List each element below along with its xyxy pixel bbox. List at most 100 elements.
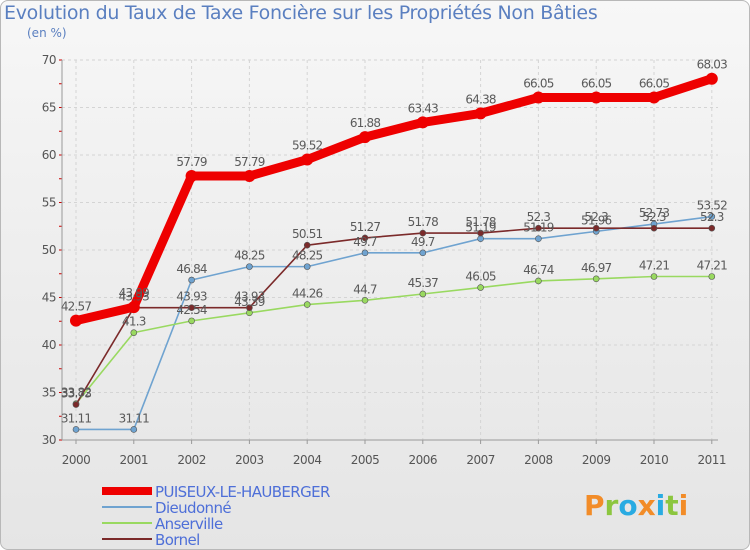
data-point-anserville (361, 297, 369, 304)
data-label-dieudonne: 51.19 (523, 221, 554, 235)
series-layer (70, 72, 718, 433)
data-label-bornel: 52.3 (527, 210, 551, 224)
data-label-anserville: 44.7 (353, 282, 377, 296)
data-point-bornel (303, 241, 311, 249)
logo-letter: i (655, 489, 666, 522)
x-tick-label: 2000 (62, 453, 91, 467)
data-point-puiseux-le-hauberger (301, 153, 314, 166)
data-point-bornel (477, 229, 484, 237)
legend-label-dieudonne: Dieudonné (155, 499, 232, 517)
data-point-dieudonne (303, 263, 311, 270)
data-label-puiseux-le-hauberger: 57.79 (234, 155, 265, 169)
x-tick-label: 2008 (524, 453, 553, 467)
data-point-anserville (477, 284, 484, 291)
series-line-bornel (75, 227, 713, 406)
series-line-puiseux-le-hauberger (71, 74, 717, 326)
data-point-dieudonne (708, 213, 716, 220)
data-label-dieudonne: 51.19 (465, 221, 496, 235)
data-label-anserville: 46.05 (465, 270, 496, 284)
y-tick-label: 70 (42, 53, 56, 67)
data-point-bornel (361, 234, 369, 242)
data-label-dieudonne: 48.25 (234, 249, 265, 263)
data-point-dieudonne (419, 249, 427, 257)
data-label-dieudonne: 48.25 (292, 249, 323, 263)
y-tick-label: 40 (42, 338, 56, 352)
x-tick-label: 2001 (120, 453, 149, 467)
logo-letter: P (584, 489, 605, 522)
legend-label-anserville: Anserville (155, 515, 223, 533)
data-label-dieudonne: 53.52 (697, 199, 728, 213)
y-tick-label: 60 (42, 148, 56, 162)
data-point-dieudonne (130, 426, 138, 433)
data-label-dieudonne: 31.11 (119, 411, 150, 425)
data-point-puiseux-le-hauberger (705, 72, 718, 85)
data-point-anserville (592, 275, 600, 283)
data-point-dieudonne (188, 276, 195, 284)
data-label-puiseux-le-hauberger: 57.79 (176, 155, 207, 169)
series-line-dieudonne (75, 215, 713, 431)
proxiti-logo: Proxiti (584, 489, 688, 522)
legend-item-bornel: Bornel (102, 531, 402, 549)
data-point-puiseux-le-hauberger (590, 91, 603, 104)
data-point-bornel (419, 229, 427, 237)
x-tick-label: 2005 (351, 453, 380, 467)
data-label-anserville: 47.21 (697, 259, 728, 273)
y-tick-label: 55 (42, 196, 56, 210)
x-tick-label: 2002 (177, 453, 206, 467)
data-label-puiseux-le-hauberger: 59.52 (292, 139, 323, 153)
data-point-puiseux-le-hauberger (70, 314, 82, 327)
data-point-bornel (188, 304, 195, 311)
legend-item-dieudonne: Dieudonné (102, 499, 402, 517)
data-point-dieudonne (246, 263, 253, 270)
data-label-anserville: 44.26 (292, 287, 323, 301)
x-tick-label: 2009 (582, 453, 611, 467)
data-label-puiseux-le-hauberger: 66.05 (581, 77, 612, 91)
data-point-puiseux-le-hauberger (359, 131, 371, 144)
x-tick-label: 2011 (698, 453, 727, 467)
data-label-dieudonne: 49.7 (353, 235, 377, 249)
data-point-bornel (592, 224, 600, 232)
grid-layer (62, 59, 718, 441)
data-label-puiseux-le-hauberger: 42.57 (61, 300, 92, 314)
data-label-puiseux-le-hauberger: 43.99 (119, 286, 150, 300)
logo-letter: o (618, 489, 638, 522)
data-label-dieudonne: 31.11 (61, 411, 92, 425)
data-point-puiseux-le-hauberger (648, 91, 660, 104)
data-point-anserville (130, 329, 138, 336)
data-point-puiseux-le-hauberger (474, 107, 487, 120)
unit-label: (en %) (27, 26, 67, 40)
data-label-bornel: 43.93 (234, 290, 265, 304)
series-line-anserville (75, 275, 713, 405)
data-point-dieudonne (535, 235, 542, 242)
data-point-anserville (650, 273, 658, 280)
data-point-anserville (535, 277, 542, 285)
legend-swatch-bornel (102, 538, 152, 540)
data-point-puiseux-le-hauberger (127, 301, 140, 314)
data-label-bornel: 33.73 (61, 387, 92, 401)
legend-swatch-puiseux (102, 487, 152, 495)
data-label-dieudonne: 46.84 (176, 262, 207, 276)
data-point-bornel (72, 401, 80, 408)
y-tick-label: 50 (42, 243, 56, 257)
data-point-dieudonne (477, 235, 484, 242)
data-label-dieudonne: 49.7 (411, 235, 435, 249)
data-label-anserville: 47.21 (639, 259, 670, 273)
legend-item-puiseux: PUISEUX-LE-HAUBERGER (102, 483, 402, 501)
legend-label-puiseux: PUISEUX-LE-HAUBERGER (155, 483, 330, 501)
data-point-puiseux-le-hauberger (416, 116, 429, 129)
logo-letter: r (604, 489, 619, 522)
y-tick-label: 35 (42, 386, 56, 400)
data-label-dieudonne: 52.73 (639, 206, 670, 220)
data-point-puiseux-le-hauberger (532, 91, 545, 104)
data-label-anserville: 46.74 (523, 263, 554, 277)
legend-label-bornel: Bornel (155, 531, 200, 549)
data-label-dieudonne: 51.96 (581, 213, 612, 227)
y-tick-label: 30 (42, 433, 56, 447)
data-label-anserville: 33.82 (61, 386, 92, 400)
logo-letter: t (665, 489, 679, 522)
x-tick-label: 2010 (640, 453, 669, 467)
data-point-puiseux-le-hauberger (243, 169, 256, 182)
data-point-bornel (708, 224, 716, 232)
data-label-bornel: 51.27 (350, 220, 381, 234)
